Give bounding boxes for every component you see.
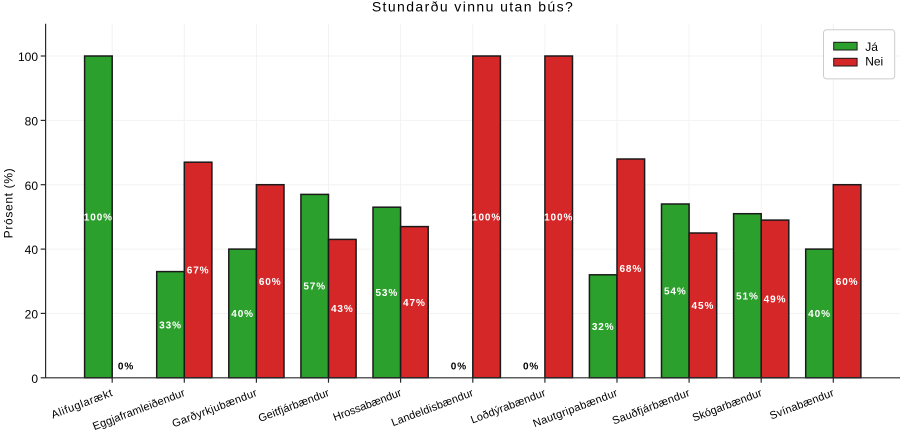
- svg-text:Já: Já: [865, 40, 878, 54]
- svg-text:43%: 43%: [331, 304, 354, 315]
- svg-text:57%: 57%: [303, 282, 326, 293]
- svg-text:0: 0: [31, 372, 38, 386]
- svg-text:0%: 0%: [523, 362, 539, 373]
- svg-text:Nei: Nei: [865, 55, 883, 69]
- svg-text:68%: 68%: [619, 264, 642, 275]
- svg-text:40%: 40%: [808, 309, 831, 320]
- svg-text:60%: 60%: [259, 277, 282, 288]
- svg-text:32%: 32%: [592, 322, 615, 333]
- svg-text:49%: 49%: [764, 295, 787, 306]
- svg-text:47%: 47%: [403, 298, 426, 309]
- svg-text:0%: 0%: [451, 362, 467, 373]
- svg-text:100: 100: [18, 50, 38, 64]
- svg-text:Stundarðu vinnu utan bús?: Stundarðu vinnu utan bús?: [372, 0, 574, 14]
- svg-text:40%: 40%: [231, 309, 254, 320]
- svg-text:Prósent (%): Prósent (%): [2, 168, 16, 239]
- svg-text:0%: 0%: [118, 362, 134, 373]
- svg-text:45%: 45%: [692, 301, 715, 312]
- svg-text:33%: 33%: [159, 320, 182, 331]
- svg-text:40: 40: [25, 243, 39, 257]
- svg-text:100%: 100%: [84, 213, 113, 224]
- svg-text:53%: 53%: [375, 288, 398, 299]
- svg-text:60%: 60%: [836, 277, 859, 288]
- svg-text:54%: 54%: [664, 287, 687, 298]
- svg-text:100%: 100%: [472, 213, 501, 224]
- svg-text:51%: 51%: [736, 291, 759, 302]
- svg-text:100%: 100%: [544, 213, 573, 224]
- svg-text:80: 80: [25, 115, 39, 129]
- svg-text:67%: 67%: [187, 266, 210, 277]
- svg-text:20: 20: [25, 308, 39, 322]
- svg-text:60: 60: [25, 179, 39, 193]
